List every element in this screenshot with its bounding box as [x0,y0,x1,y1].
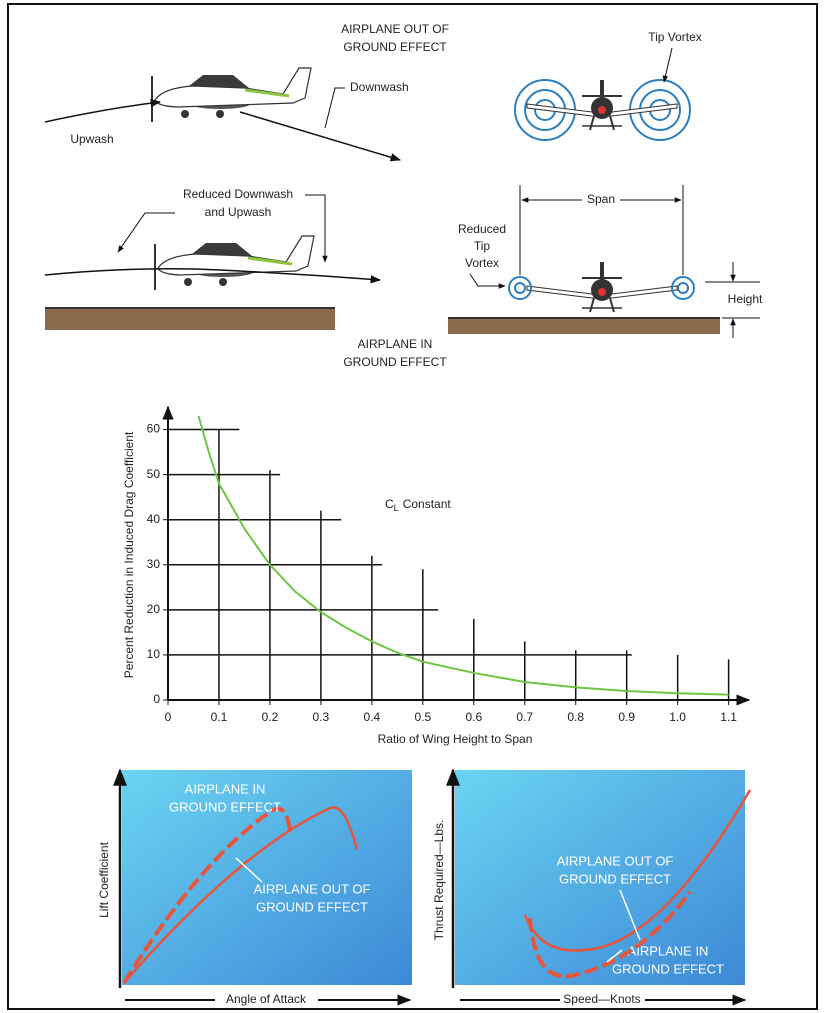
x-tick-label: 0.9 [618,710,635,724]
reduced-tip-vortex-label: Vortex [465,256,499,270]
in-label: GROUND EFFECT [169,799,281,814]
tip-vortex-label: Tip Vortex [648,30,702,44]
y-axis-label: Percent Reduction in Induced Drag Coeffi… [122,431,136,678]
leader [325,88,345,128]
x-axis-label: Angle of Attack [226,992,307,1006]
in-label: GROUND EFFECT [612,961,724,976]
leader [470,274,505,286]
out-label: GROUND EFFECT [256,899,368,914]
y-axis-label: Lift Coefficient [97,841,111,917]
out-label: AIRPLANE OUT OF [557,853,674,868]
leader [664,48,672,82]
chart: Percent Reduction in Induced Drag Coeffi… [122,407,749,746]
x-tick-label: 0 [165,710,172,724]
annotation-text: Constant [403,497,452,511]
x-tick-label: 1.1 [720,710,737,724]
y-tick-label: 30 [147,557,161,571]
ground [45,308,335,330]
y-tick-label: 60 [147,422,161,436]
out-label: GROUND EFFECT [559,871,671,886]
in-label: AIRPLANE IN [185,781,266,796]
span-label: Span [587,192,615,206]
leader [118,213,175,252]
height-label: Height [728,292,763,306]
y-tick-label: 40 [147,512,161,526]
y-tick-label: 50 [147,467,161,481]
y-tick-label: 20 [147,602,161,616]
annotation-subscript: L [394,503,399,513]
downwash-arrow [240,112,400,160]
title-out: GROUND EFFECT [343,40,447,54]
ground [448,318,720,334]
x-axis-label: Ratio of Wing Height to Span [378,732,533,746]
x-axis-label: Speed—Knots [563,992,640,1006]
y-tick-label: 10 [147,647,161,661]
reduced-downwash-label: and Upwash [205,205,272,219]
out-label: AIRPLANE OUT OF [254,881,371,896]
reduced-downwash-label: Reduced Downwash [183,187,293,201]
y-tick-label: 0 [153,692,160,706]
downwash-label: Downwash [350,80,409,94]
upwash-arrow [45,102,160,122]
title-in: GROUND EFFECT [343,355,447,369]
x-tick-label: 0.8 [567,710,584,724]
x-tick-label: 0.3 [313,710,330,724]
x-tick-label: 0.4 [364,710,381,724]
upwash-label: Upwash [70,132,113,146]
reduced-tip-vortex-label: Reduced [458,222,506,236]
figure: AIRPLANE OUT OF GROUND EFFECT Upwash Dow… [0,0,825,1013]
x-tick-label: 0.7 [516,710,533,724]
x-tick-label: 0.6 [465,710,482,724]
x-tick-label: 0.1 [211,710,228,724]
airplane-front [527,80,677,130]
title-in: AIRPLANE IN [358,337,433,351]
reduced-tip-vortex-label: Tip [474,239,491,253]
airplane-front [527,262,677,312]
annotation-symbol: C [385,497,394,511]
x-tick-label: 0.5 [414,710,431,724]
x-tick-label: 1.0 [669,710,686,724]
x-tick-label: 0.2 [262,710,279,724]
y-axis-label: Thrust Required—Lbs. [432,820,446,941]
annotation: CL Constant [385,497,451,513]
airplane-side [155,236,314,290]
title-out: AIRPLANE OUT OF [341,22,449,36]
curve [199,416,729,695]
airplane-side [152,68,311,122]
